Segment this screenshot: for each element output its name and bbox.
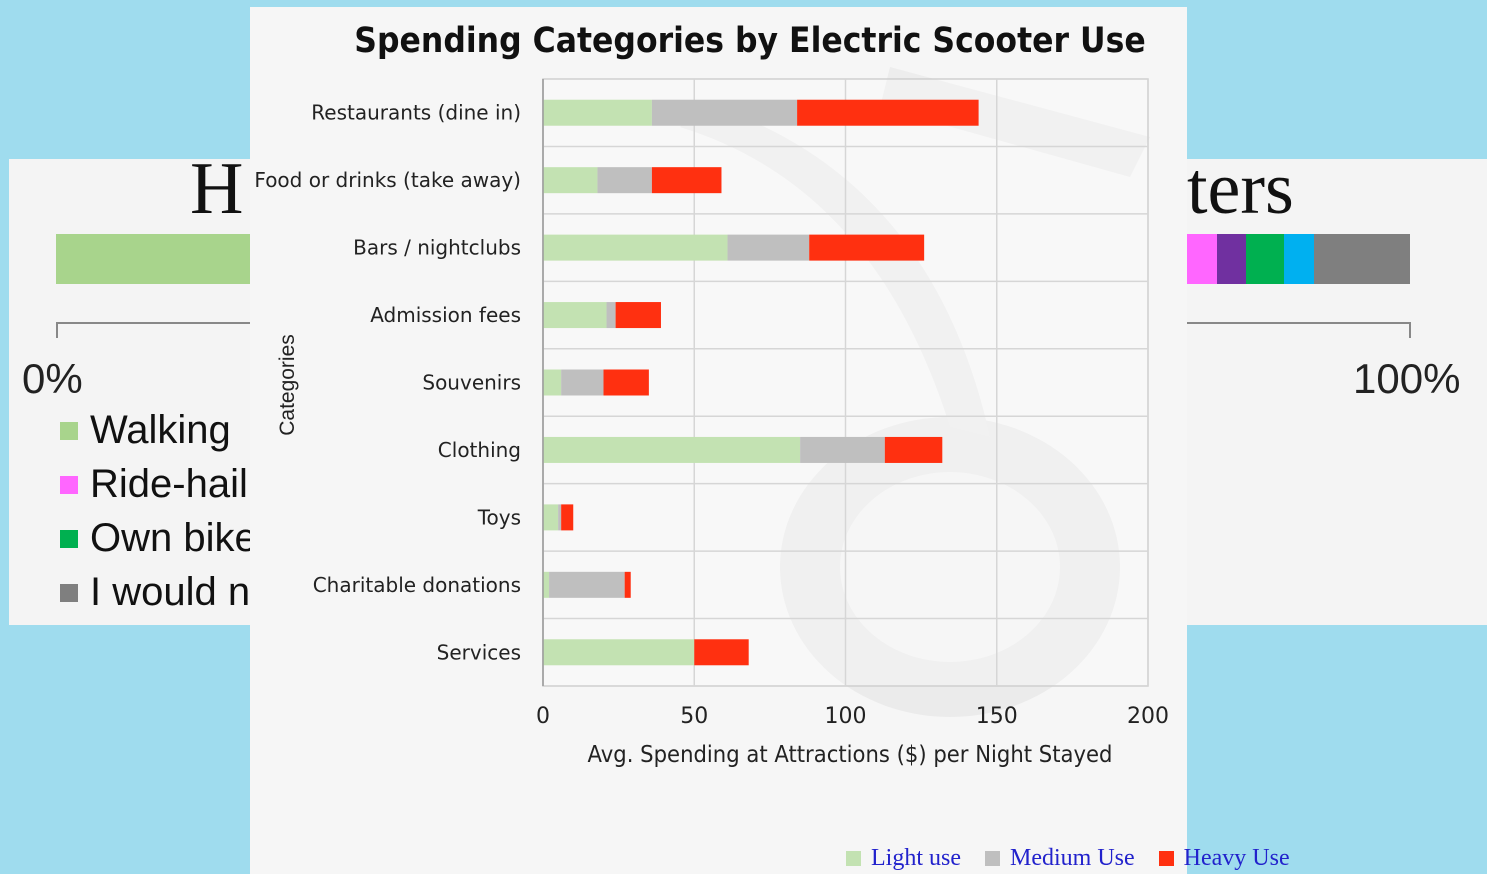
background-legend-item: Walking: [60, 408, 231, 453]
background-bar-walking: [56, 234, 256, 284]
bar-heavy-use: [624, 571, 631, 598]
legend-label: Medium Use: [1010, 845, 1135, 871]
background-legend-item: Own bike: [60, 516, 257, 561]
y-axis-title: Categories: [276, 334, 299, 436]
background-title-left: H: [190, 148, 244, 230]
chart-title: Spending Categories by Electric Scooter …: [354, 21, 1146, 61]
background-bar-ride-hail: [1187, 234, 1217, 284]
background-bar-purple: [1217, 234, 1246, 284]
bar-light-use: [543, 167, 598, 194]
x-axis-title: Avg. Spending at Attractions ($) per Nig…: [587, 742, 1113, 768]
bar-medium-use: [800, 436, 885, 463]
category-label: Admission fees: [370, 303, 521, 327]
bar-medium-use: [558, 504, 562, 531]
background-legend-item: Ride-hail: [60, 462, 248, 507]
bar-light-use: [543, 302, 607, 329]
bar-light-use: [543, 504, 559, 531]
legend-swatch: [60, 583, 78, 602]
bar-medium-use: [651, 99, 798, 126]
legend-label: Light use: [871, 845, 961, 871]
bar-light-use: [543, 639, 695, 666]
bar-heavy-use: [884, 436, 943, 463]
bar-light-use: [543, 369, 562, 396]
background-legend-label: Walking: [90, 408, 231, 452]
category-label: Clothing: [438, 438, 521, 462]
bar-light-use: [543, 436, 801, 463]
bar-heavy-use: [603, 369, 649, 396]
category-label: Food or drinks (take away): [254, 168, 521, 192]
bar-medium-use: [606, 302, 616, 329]
bar-light-use: [543, 571, 550, 598]
x-tick-label: 150: [976, 704, 1018, 729]
category-label: Restaurants (dine in): [311, 101, 521, 125]
category-label: Toys: [477, 505, 521, 529]
legend-swatch: [1158, 851, 1174, 866]
legend-item-heavy-use: Heavy Use: [1158, 845, 1290, 872]
legend-swatch: [60, 421, 78, 440]
bar-heavy-use: [561, 504, 574, 531]
legend-label: Heavy Use: [1183, 845, 1290, 871]
background-legend-item: I would n: [60, 570, 250, 615]
background-legend-label: I would n: [90, 570, 251, 614]
chart-panel: 0 50 100 150 200 Restaurants (dine in) Food or…: [250, 7, 1290, 874]
category-label: Souvenirs: [422, 371, 521, 395]
bar-medium-use: [597, 167, 652, 194]
legend-swatch: [846, 851, 861, 866]
bar-medium-use: [727, 234, 810, 261]
x-tick-label: 100: [825, 704, 867, 729]
category-label: Charitable donations: [313, 573, 521, 597]
bar-light-use: [543, 234, 728, 261]
legend-swatch: [60, 475, 78, 494]
bar-heavy-use: [615, 302, 661, 329]
chart-legend: Light use Medium Use Heavy Use: [846, 845, 1314, 872]
background-bar-own-bike: [1246, 234, 1284, 284]
bar-heavy-use: [651, 167, 722, 194]
legend-swatch: [60, 529, 78, 548]
x-tick-label: 50: [680, 704, 708, 729]
bar-heavy-use: [809, 234, 925, 261]
category-label: Services: [437, 640, 521, 664]
scooter-watermark: [680, 67, 1150, 717]
legend-item-medium-use: Medium Use: [985, 845, 1135, 872]
background-legend-label: Own bike: [90, 516, 257, 560]
bar-light-use: [543, 99, 652, 126]
background-axis-tick: [56, 322, 58, 338]
legend-swatch: [985, 851, 1000, 866]
bar-medium-use: [561, 369, 604, 396]
background-axis-min-label: 0%: [22, 355, 83, 402]
bar-heavy-use: [694, 639, 749, 666]
x-tick-label: 200: [1127, 704, 1169, 729]
x-tick-label: 0: [536, 704, 550, 729]
category-label: Bars / nightclubs: [353, 236, 521, 260]
background-bar-blue: [1284, 234, 1314, 284]
bar-medium-use: [549, 571, 625, 598]
chart-plot: 0 50 100 150 200 Restaurants (dine in) Food or…: [254, 78, 1169, 729]
background-legend-label: Ride-hail: [90, 462, 248, 506]
bar-heavy-use: [797, 99, 979, 126]
legend-item-light-use: Light use: [846, 845, 961, 872]
background-axis-max-label: 100%: [1353, 355, 1461, 402]
background-axis-tick: [1409, 322, 1411, 338]
background-bar-would-not: [1314, 234, 1410, 284]
